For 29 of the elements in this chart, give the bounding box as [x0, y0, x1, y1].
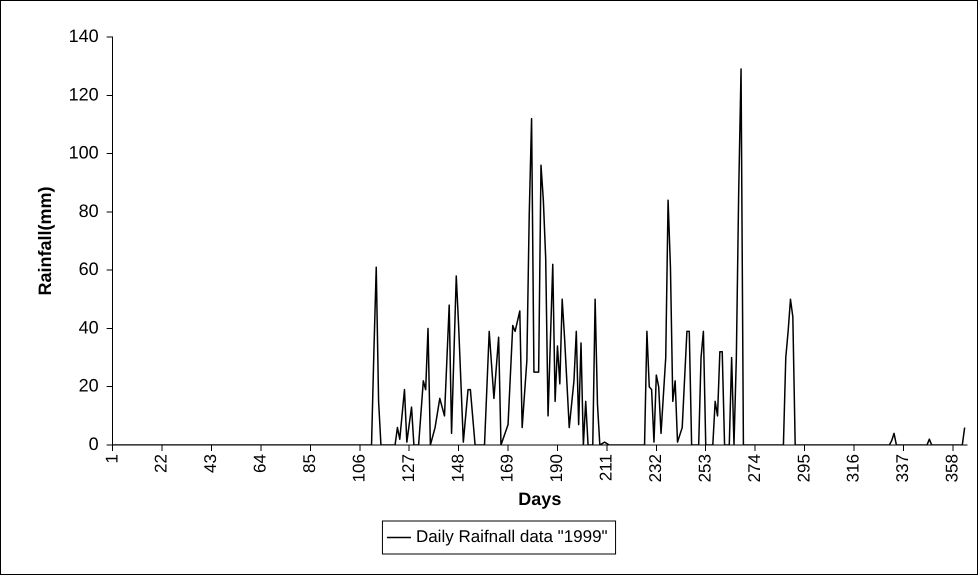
- x-tick-label: 169: [498, 454, 517, 482]
- y-tick-label: 0: [88, 434, 99, 454]
- x-tick-label: 43: [201, 454, 220, 473]
- x-tick-label: 337: [893, 454, 912, 482]
- x-tick-label: 148: [448, 454, 468, 482]
- x-tick-label: 190: [547, 454, 566, 482]
- x-tick-label: 316: [844, 454, 863, 482]
- x-tick-label: 253: [695, 454, 714, 482]
- y-tick-label: 140: [68, 26, 99, 46]
- x-tick-label: 211: [596, 454, 616, 482]
- x-tick-label: 85: [300, 454, 320, 473]
- x-tick-label: 64: [250, 454, 270, 473]
- x-tick-label: 232: [646, 454, 666, 482]
- x-tick-label: 127: [398, 454, 418, 482]
- y-tick-label: 120: [68, 84, 99, 104]
- x-tick-label: 274: [744, 454, 764, 482]
- y-tick-label: 100: [68, 142, 99, 163]
- y-axis-title: Rainfall(mm): [34, 186, 55, 296]
- x-tick-label: 295: [794, 454, 814, 482]
- legend-label: Daily Raifnall data "1999": [416, 527, 608, 546]
- y-tick-label: 20: [78, 376, 99, 396]
- x-tick-label: 106: [349, 454, 368, 482]
- y-tick-label: 80: [78, 200, 99, 221]
- x-tick-label: 1: [102, 454, 122, 464]
- x-tick-label: 358: [942, 454, 962, 482]
- x-axis-title: Days: [518, 489, 562, 510]
- x-tick-label: 22: [152, 454, 171, 473]
- y-tick-label: 40: [78, 317, 99, 338]
- y-tick-label: 60: [78, 259, 99, 280]
